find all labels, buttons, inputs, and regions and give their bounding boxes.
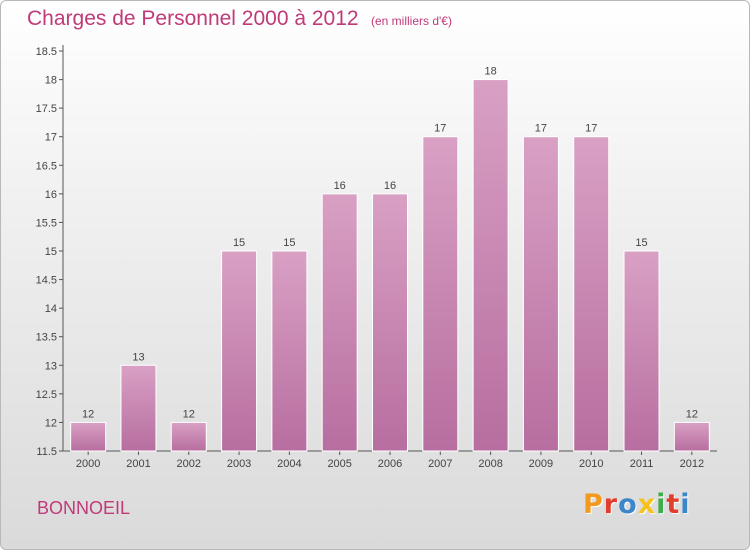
x-tick-label: 2012 [680,458,704,470]
bar-2000 [70,421,107,452]
y-tick-label: 16 [45,189,57,201]
bar-2012 [673,421,710,452]
bar-2007 [422,136,459,452]
bar-2004 [271,250,308,452]
x-tick-label: 2000 [76,458,100,470]
bar-2008 [472,79,509,452]
x-tick-label: 2005 [327,458,351,470]
bar-2003 [221,250,258,452]
x-tick-label: 2001 [126,458,150,470]
bar-2001 [120,364,157,452]
logo-letter: x [637,489,657,520]
y-tick-label: 12.5 [36,389,57,401]
y-tick-label: 15 [45,246,57,258]
data-label-2003: 15 [233,237,245,249]
data-label-2002: 12 [183,408,195,420]
x-tick-label: 2003 [227,458,251,470]
data-label-2004: 15 [283,237,295,249]
y-tick-label: 17 [45,132,57,144]
y-tick-label: 11.5 [36,446,57,458]
data-label-2011: 15 [635,237,647,249]
chart-title: Charges de Personnel 2000 à 2012 [27,7,359,30]
y-tick-label: 14.5 [36,275,57,287]
logo-letter: i [680,489,691,520]
x-tick-label: 2008 [478,458,502,470]
logo-letter: P [583,489,604,520]
x-tick-label: 2010 [579,458,603,470]
bar-2002 [170,421,207,452]
x-tick-label: 2007 [428,458,452,470]
x-tick-label: 2002 [177,458,201,470]
data-label-2001: 13 [132,351,144,363]
x-axis: 2000 2001 2002 2003 2004 2005 2006 2007 2008 2009… [63,450,717,470]
data-label-2009: 17 [535,123,547,135]
data-label-2005: 16 [334,180,346,192]
x-tick-label: 2006 [378,458,402,470]
logo-letter: t [666,489,681,520]
bar-2011 [623,250,660,452]
data-label-2012: 12 [686,408,698,420]
data-label-2008: 18 [484,66,496,78]
y-tick-label: 18 [45,75,57,87]
x-tick-label: 2011 [630,458,654,470]
x-tick-label: 2009 [529,458,553,470]
y-tick-label: 12 [45,417,57,429]
bar-2005 [321,193,358,452]
bar-2006 [372,193,408,452]
data-label-2006: 16 [384,180,396,192]
data-label-2000: 12 [82,408,94,420]
bar-2009 [522,136,559,452]
x-tick-label: 2004 [277,458,301,470]
y-tick-label: 13.5 [36,332,57,344]
logo-letter: o [618,489,638,520]
bars [70,79,710,452]
y-tick-label: 18.5 [36,46,57,58]
data-label-2007: 17 [434,123,446,135]
data-label-2010: 17 [585,123,597,135]
y-tick-label: 14 [45,303,57,315]
y-tick-label: 16.5 [36,160,57,172]
y-axis: 11.5 12 12.5 13 13.5 14 14.5 15 15.5 16 16.5 17 17.5… [36,45,64,458]
y-tick-label: 13 [45,360,57,372]
chart-subtitle: (en milliers d'€) [371,14,452,28]
logo-letter: i [656,489,667,520]
data-labels: 12 13 12 15 15 16 16 17 18 17 17 15 12 [82,66,698,421]
proxiti-logo: Proxiti [583,489,691,520]
logo-letter: r [603,489,619,520]
place-name: BONNOEIL [37,498,131,518]
y-tick-label: 17.5 [36,103,57,115]
y-tick-label: 15.5 [36,217,57,229]
bar-2010 [573,136,610,452]
